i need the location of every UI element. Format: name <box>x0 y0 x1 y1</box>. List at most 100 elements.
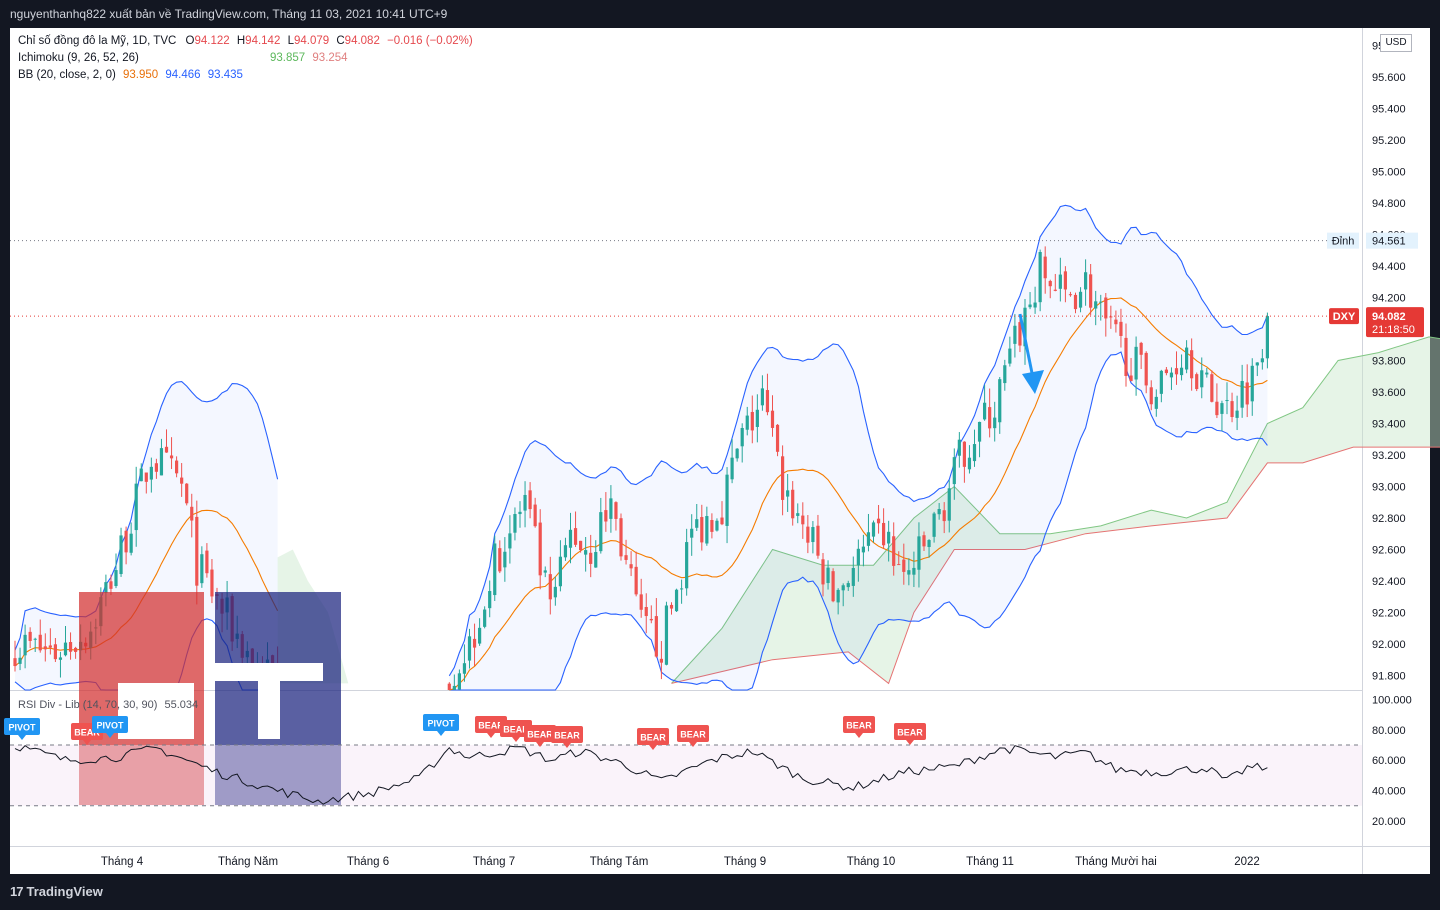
candle-body <box>962 441 966 467</box>
candle-body <box>493 543 497 596</box>
bb-fill <box>449 205 1268 691</box>
rsi-tick-label: 80.000 <box>1372 725 1406 737</box>
candle-body <box>1210 374 1214 402</box>
peak-label-box <box>1327 232 1359 249</box>
candle-body <box>1255 362 1259 366</box>
candle-body <box>144 472 148 482</box>
pivot-signal-pointer <box>437 731 445 736</box>
bear-signal-label: BEAR <box>503 725 529 735</box>
rsi-line <box>14 744 1268 805</box>
candle-body <box>1139 342 1143 355</box>
candle-body <box>104 582 108 593</box>
candle-body <box>508 533 512 549</box>
bear-signal-badge <box>637 728 669 745</box>
price-tick-label: 93.200 <box>1372 450 1406 462</box>
candle-body <box>791 489 795 519</box>
candle-body <box>134 483 138 531</box>
candle-body <box>972 444 977 462</box>
bb-name: BB (20, close, 2, 0) <box>18 69 116 81</box>
candle-body <box>1013 325 1017 344</box>
candle-body <box>1164 369 1168 374</box>
bar-countdown: 21:18:50 <box>1372 324 1415 336</box>
candle-body <box>902 559 906 572</box>
open-value: 94.122 <box>194 35 230 47</box>
candle-body <box>33 638 37 640</box>
candle-body <box>205 550 209 574</box>
time-tick-label: Tháng 10 <box>847 856 896 868</box>
candle-body <box>629 564 633 569</box>
candle-body <box>1089 274 1093 308</box>
candle-body <box>149 466 153 480</box>
bear-signal-pointer <box>689 742 697 747</box>
candle-body <box>1043 256 1047 279</box>
price-tick-label: 91.800 <box>1372 671 1406 683</box>
candle-body <box>1190 350 1194 379</box>
candle-body <box>760 388 764 406</box>
candle-body <box>634 566 638 595</box>
candle-body <box>806 526 810 543</box>
bear-signal-label: BEAR <box>640 733 666 743</box>
ichimoku-legend: Ichimoku (9, 26, 52, 26) 93.857 93.254 <box>18 52 348 64</box>
candle-body <box>781 456 785 500</box>
bb-upper-value: 94.466 <box>165 69 201 81</box>
candle-body <box>1023 307 1027 347</box>
candle-body <box>876 518 881 524</box>
candle-body <box>533 504 537 527</box>
rsi-band <box>10 745 1362 806</box>
candle-body <box>538 522 542 576</box>
candle-body <box>639 594 643 610</box>
candle-body <box>568 529 573 548</box>
price-tick-label: 93.400 <box>1372 419 1406 431</box>
candle-body <box>452 685 456 690</box>
candle-body <box>68 642 73 652</box>
candle-body <box>154 463 158 472</box>
candle-body <box>669 604 674 609</box>
candle-body <box>861 546 865 553</box>
candle-body <box>1215 401 1219 416</box>
candle-body <box>594 552 598 568</box>
ichimoku-value-1: 93.857 <box>270 52 306 64</box>
candle-body <box>543 570 547 573</box>
candle-body <box>770 410 775 428</box>
pivot-signal-badge <box>4 718 40 735</box>
bear-signal-badge <box>843 716 875 733</box>
candle-body <box>882 522 886 546</box>
symbol-legend: Chỉ số đồng đô la Mỹ, 1D, TVC O94.122 H9… <box>18 35 473 47</box>
tradingview-mark-icon: 17 <box>10 884 24 899</box>
bb-fill <box>15 381 278 690</box>
candle-body <box>1063 271 1067 290</box>
time-tick-label: Tháng Năm <box>218 856 278 868</box>
bear-signal-pointer <box>906 740 914 745</box>
candle-body <box>558 556 562 587</box>
watermark-t-stem <box>258 681 280 739</box>
candle-body <box>674 589 679 612</box>
candle-body <box>846 583 850 588</box>
candle-body <box>649 618 653 621</box>
candle-body <box>977 421 982 442</box>
candle-body <box>18 657 22 664</box>
candle-body <box>937 509 941 515</box>
candle-body <box>745 415 749 430</box>
candle-body <box>927 540 931 548</box>
candle-body <box>478 627 482 644</box>
symbol-name: Chỉ số đồng đô la Mỹ, 1D, TVC <box>18 35 177 47</box>
bear-signal-label: BEAR <box>846 721 872 731</box>
candle-body <box>912 567 916 575</box>
tradingview-logo[interactable]: 17 TradingView <box>10 884 103 899</box>
low-label: L <box>287 35 294 47</box>
candle-body <box>786 490 790 497</box>
pivot-signal-label: PIVOT <box>96 721 124 731</box>
currency-selector[interactable]: USD <box>1380 34 1412 52</box>
candle-body <box>1094 301 1098 309</box>
pivot-signal-label: PIVOT <box>8 723 36 733</box>
candle-body <box>1195 374 1199 390</box>
bear-signal-label: BEAR <box>554 731 580 741</box>
candle-body <box>584 550 588 555</box>
rsi-tick-label: 100.000 <box>1372 694 1412 706</box>
rsi-name: RSI Div - Lib (14, 70, 30, 90) <box>18 699 158 711</box>
candle-body <box>210 569 214 597</box>
time-tick-label: Tháng 11 <box>966 856 1014 868</box>
peak-value: 94.561 <box>1372 236 1406 248</box>
candle-body <box>1003 365 1007 384</box>
